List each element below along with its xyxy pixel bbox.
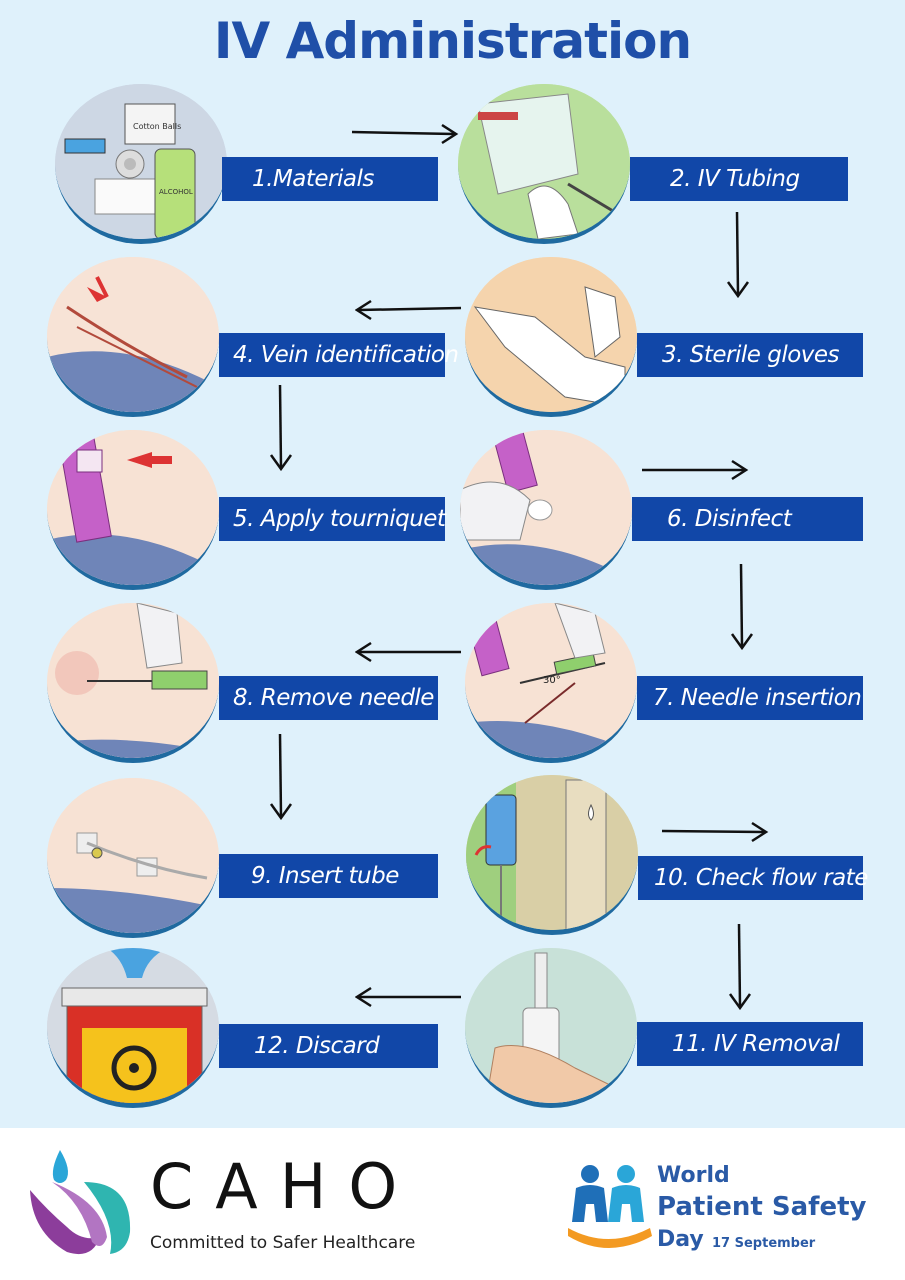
step-12-label: 12. Discard: [219, 1024, 438, 1068]
angle-text: 30°: [543, 675, 561, 686]
step-9-label: 9. Insert tube: [219, 854, 438, 898]
alcohol-text: ALCOHOL: [159, 188, 193, 196]
step-4-illustration: [47, 257, 219, 417]
insert-tube-icon: [47, 778, 219, 933]
arrow-left-3: [355, 986, 461, 1008]
step-6-label: 6. Disinfect: [632, 497, 863, 541]
step-3-illustration: [465, 257, 637, 417]
step-5-label: 5. Apply tourniquet: [219, 497, 446, 541]
step-9-illustration: [47, 778, 219, 938]
step-11-illustration: [465, 948, 637, 1108]
iv-tubing-icon: [458, 84, 630, 239]
arrow-down-1: [726, 211, 750, 299]
caho-logo-icon: [30, 1150, 131, 1255]
step-8-illustration: [47, 603, 219, 763]
step-7-illustration: 30°: [465, 603, 637, 763]
arrow-right-3: [661, 821, 769, 843]
footer: [0, 1128, 905, 1280]
cotton-balls-text: Cotton Balls: [133, 122, 181, 131]
wpsd-line1: World: [657, 1163, 730, 1188]
step-5-illustration: [47, 430, 219, 590]
tourniquet-icon: [47, 430, 219, 585]
arrow-down-4: [269, 733, 293, 821]
step-1-label: 1.Materials: [222, 157, 438, 201]
vein-identification-icon: [47, 257, 219, 412]
step-2-label: 2. IV Tubing: [630, 157, 848, 201]
wpsd-logo-icon: [568, 1165, 652, 1248]
step-6-illustration: [460, 430, 632, 590]
wpsd-line3: Day: [657, 1227, 704, 1252]
sharps-discard-icon: [47, 948, 219, 1103]
flow-rate-icon: [466, 775, 638, 930]
wpsd-date: 17 September: [712, 1236, 816, 1251]
arrow-down-2: [269, 384, 293, 472]
wpsd-line2: Patient Safety: [657, 1192, 867, 1222]
arrow-right-2: [642, 459, 749, 481]
page-title: IV Administration: [213, 12, 692, 70]
step-1-illustration: Cotton Balls ALCOHOL: [55, 84, 227, 244]
step-8-label: 8. Remove needle: [219, 676, 438, 720]
step-7-label: 7. Needle insertion: [637, 676, 863, 720]
remove-needle-icon: [47, 603, 219, 758]
step-2-illustration: [458, 84, 630, 244]
step-12-illustration: [47, 948, 219, 1108]
step-3-label: 3. Sterile gloves: [637, 333, 863, 377]
caho-name: CAHO: [150, 1150, 420, 1223]
iv-materials-icon: Cotton Balls ALCOHOL: [55, 84, 227, 239]
sterile-gloves-icon: [465, 257, 637, 412]
arrow-left-1: [355, 299, 462, 321]
arrow-right-1: [351, 123, 459, 145]
step-11-label: 11. IV Removal: [637, 1022, 863, 1066]
step-10-illustration: [466, 775, 638, 935]
disinfect-icon: [460, 430, 632, 585]
arrow-down-5: [728, 923, 752, 1011]
step-10-label: 10. Check flow rate: [638, 856, 868, 900]
iv-removal-icon: [465, 948, 637, 1103]
arrow-left-2: [355, 641, 461, 663]
step-4-label: 4. Vein identification: [219, 333, 459, 377]
caho-tagline: Committed to Safer Healthcare: [150, 1233, 416, 1253]
needle-insertion-icon: 30°: [465, 603, 637, 758]
arrow-down-3: [730, 563, 754, 651]
